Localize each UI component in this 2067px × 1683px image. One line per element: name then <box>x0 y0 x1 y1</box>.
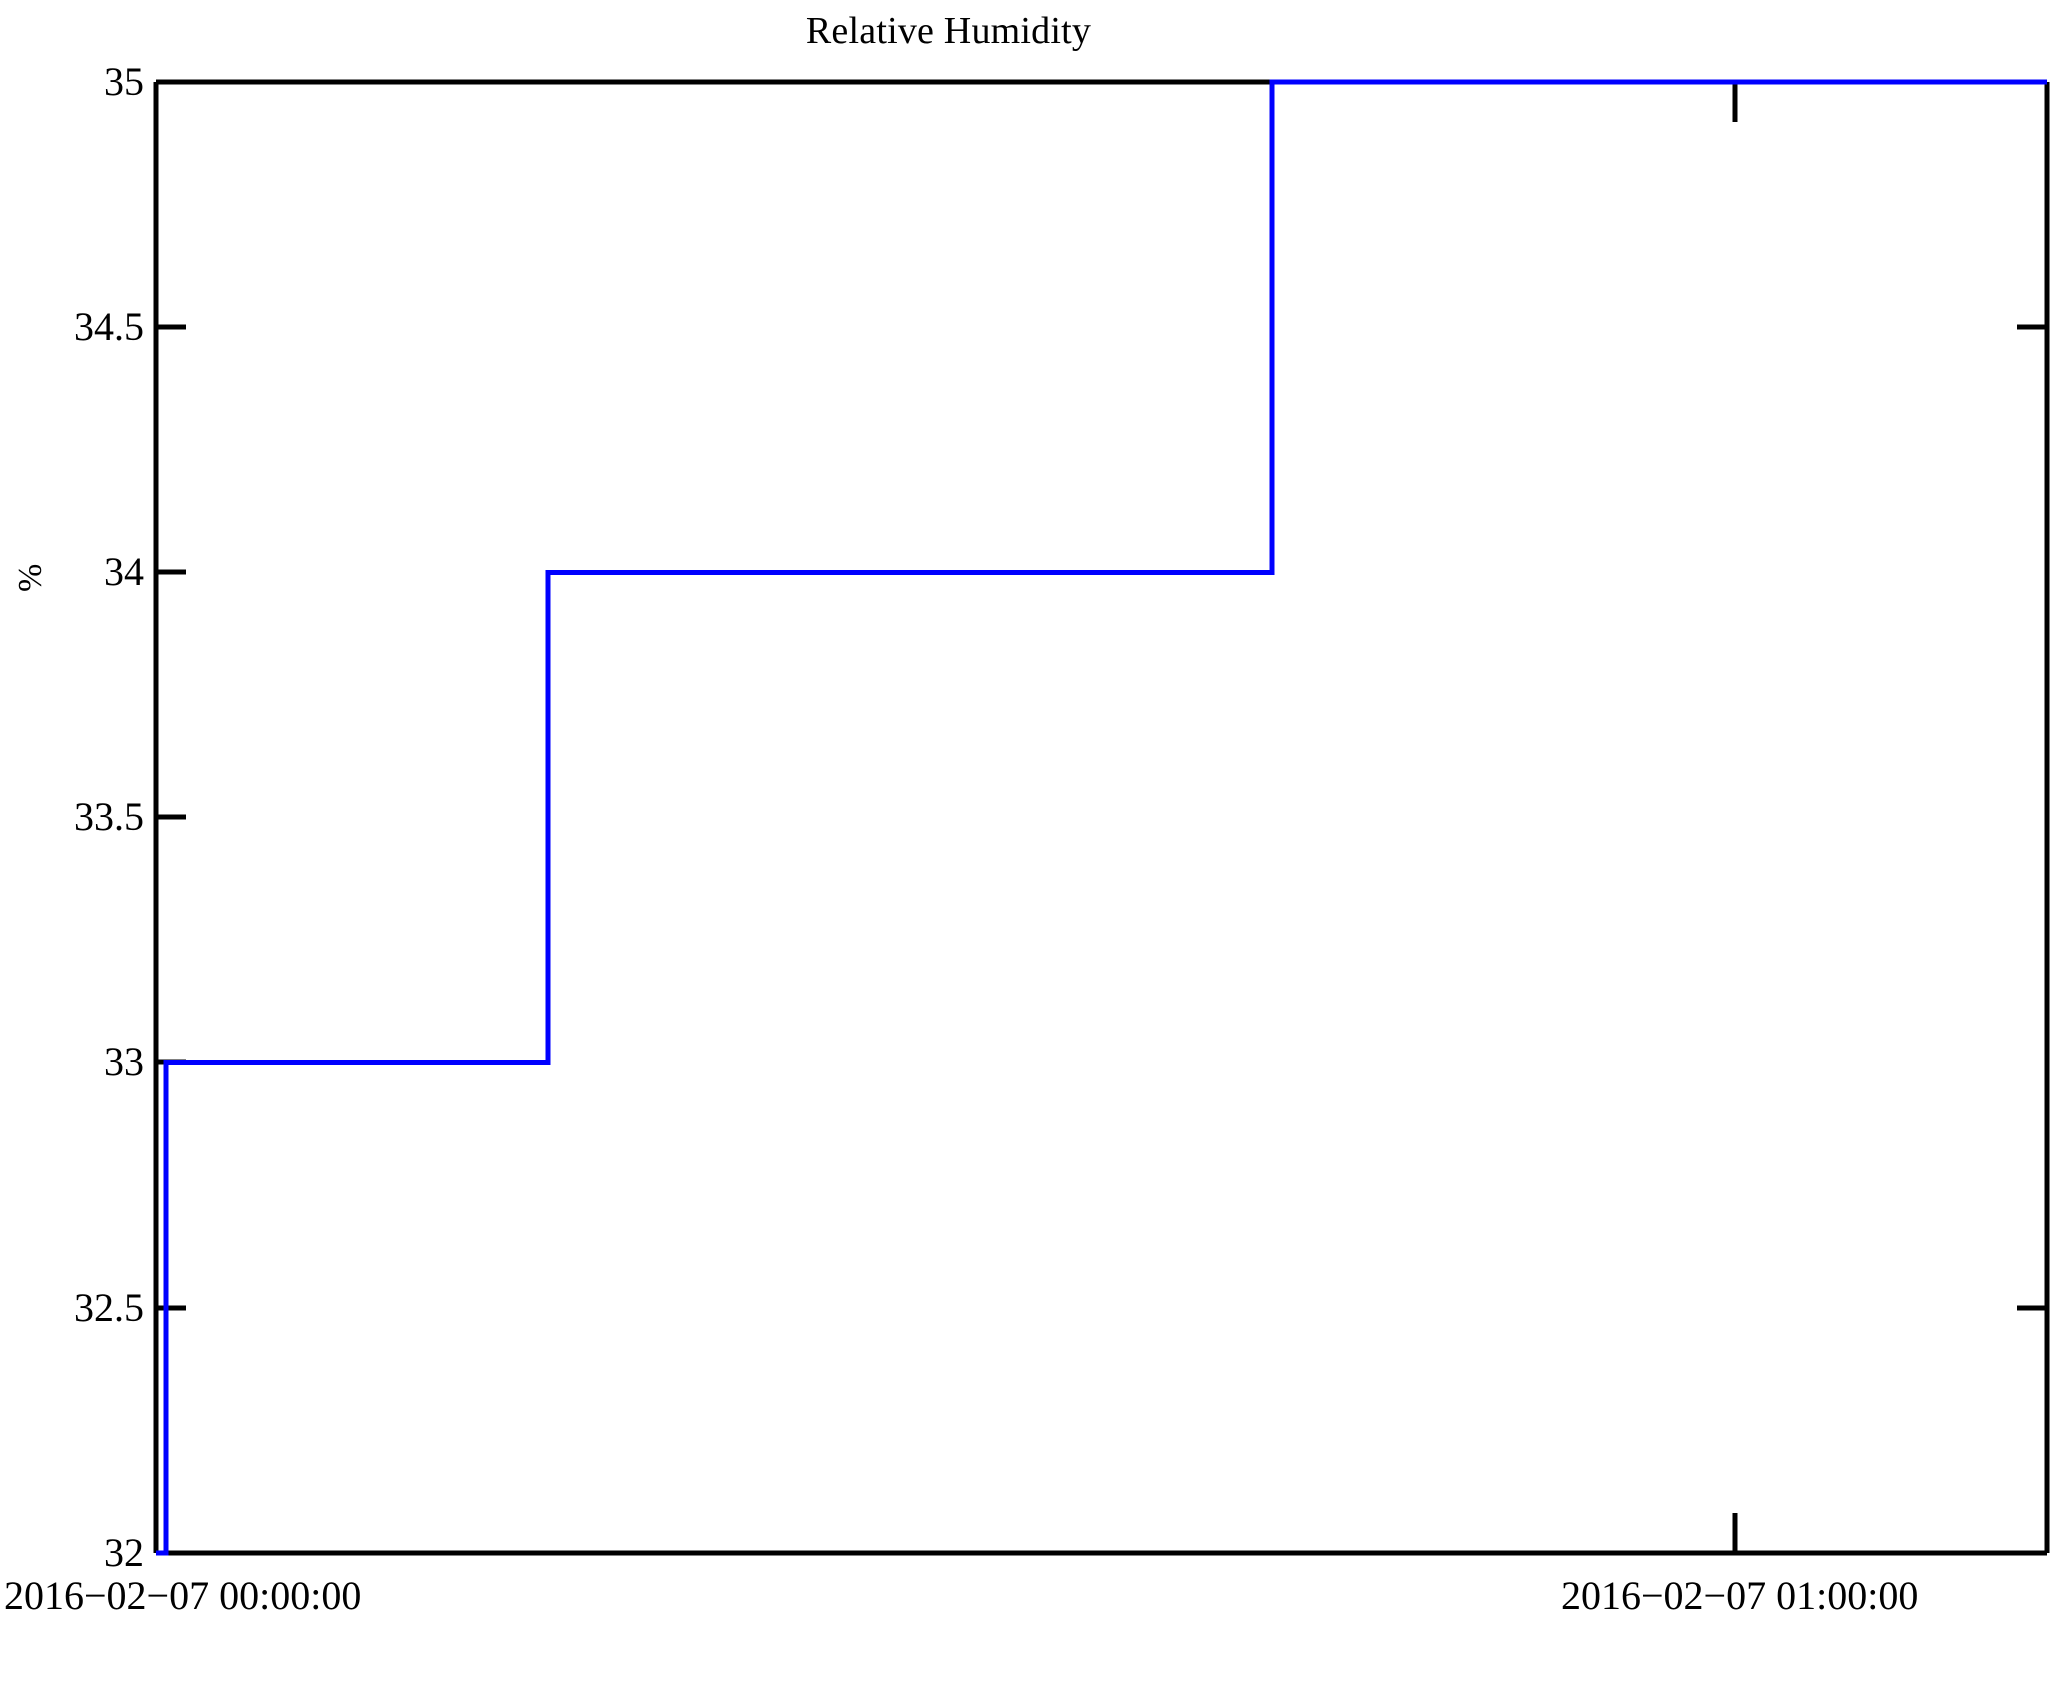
y-tick-label-34-5: 34.5 <box>74 304 144 349</box>
y-tick-label-33: 33 <box>104 1039 144 1084</box>
y-ticks-right <box>2017 324 2047 1311</box>
chart-title-text: Relative Humidity <box>805 10 1092 52</box>
y-tick-label-32-5: 32.5 <box>74 1285 144 1330</box>
data-series-relative-humidity <box>156 79 2047 1556</box>
y-tick-label-35: 35 <box>104 59 144 104</box>
y-tick-label-33-5: 33.5 <box>74 794 144 839</box>
axes-frame <box>153 79 2050 1556</box>
y-tick-label-34: 34 <box>104 549 144 594</box>
x-tick-label-left: 2016−02−07 00:00:00 <box>4 1573 362 1618</box>
y-tick-label-32: 32 <box>104 1530 144 1575</box>
chart-title: Relative Humidity <box>0 8 2067 54</box>
y-ticks-left <box>156 324 186 1311</box>
x-tick-label-right: 2016−02−07 01:00:00 <box>1561 1573 1919 1618</box>
